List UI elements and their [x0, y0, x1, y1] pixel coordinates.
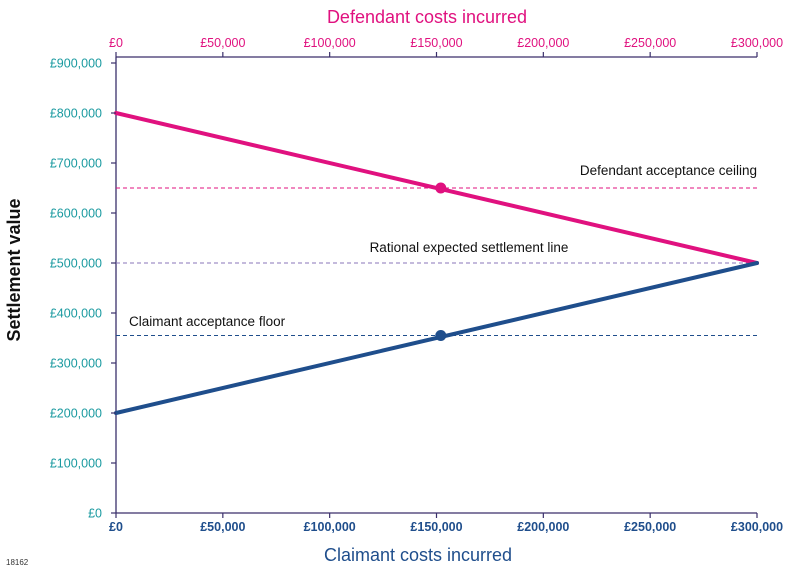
top-tick-label: £200,000: [517, 36, 569, 50]
ceiling-point: [435, 182, 447, 194]
x-tick-label: £200,000: [517, 520, 569, 534]
ceiling-label: Defendant acceptance ceiling: [580, 163, 757, 178]
y-tick-label: £100,000: [50, 457, 102, 471]
top-axis-title: Defendant costs incurred: [327, 7, 527, 27]
y-tick-label: £500,000: [50, 257, 102, 271]
x-tick-label: £100,000: [304, 520, 356, 534]
top-tick-label: £0: [109, 36, 123, 50]
floor-point: [435, 330, 447, 341]
top-tick-label: £50,000: [200, 36, 245, 50]
y-tick-label: £600,000: [50, 207, 102, 221]
y-axis-title: Settlement value: [4, 198, 24, 341]
floor-label: Claimant acceptance floor: [129, 314, 286, 329]
top-tick-label: £150,000: [410, 36, 462, 50]
top-tick-label: £300,000: [731, 36, 783, 50]
y-tick-label: £200,000: [50, 407, 102, 421]
x-tick-label: £0: [109, 520, 123, 534]
y-tick-label: £900,000: [50, 57, 102, 71]
y-tick-label: £700,000: [50, 157, 102, 171]
y-tick-label: £300,000: [50, 357, 102, 371]
y-tick-label: £400,000: [50, 307, 102, 321]
y-tick-label: £0: [88, 507, 102, 521]
x-tick-label: £50,000: [200, 520, 245, 534]
y-tick-label: £800,000: [50, 107, 102, 121]
rational-line-label: Rational expected settlement line: [370, 240, 569, 255]
x-tick-label: £150,000: [410, 520, 462, 534]
top-tick-label: £250,000: [624, 36, 676, 50]
figure-id: 18162: [6, 558, 29, 567]
x-tick-label: £300,000: [731, 520, 783, 534]
bottom-axis-title: Claimant costs incurred: [324, 545, 512, 565]
top-tick-label: £100,000: [304, 36, 356, 50]
x-tick-label: £250,000: [624, 520, 676, 534]
